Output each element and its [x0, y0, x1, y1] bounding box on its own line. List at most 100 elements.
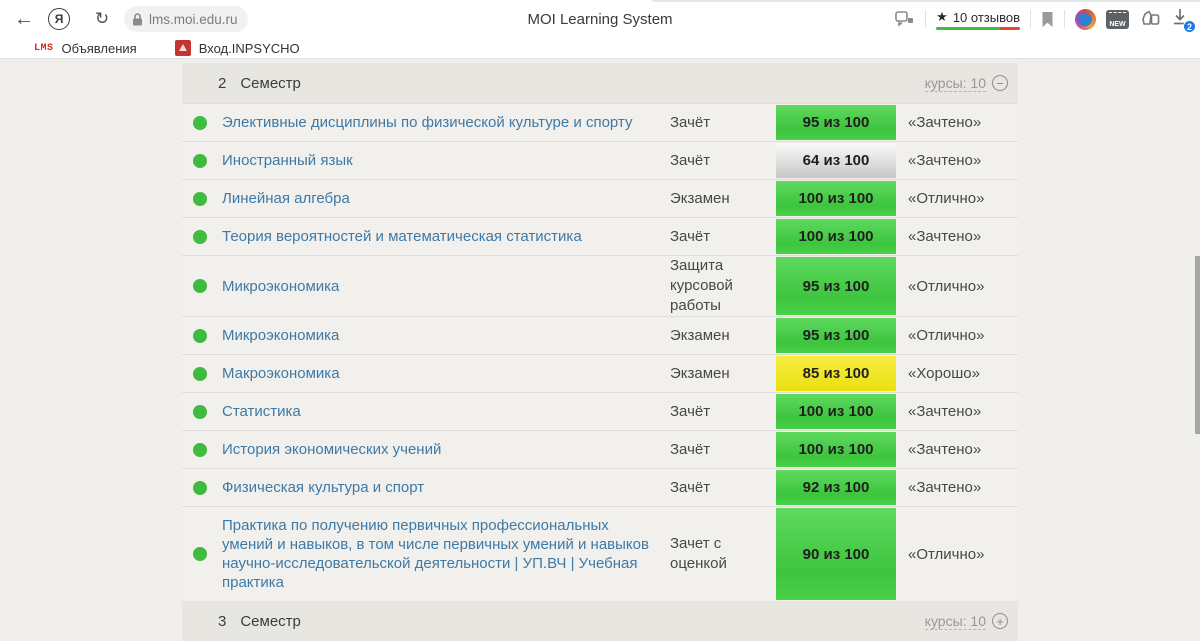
bookmarks-bar: LMS Объявления Вход.INPSYCHO [0, 38, 1200, 59]
assessment-type: Зачёт [670, 402, 776, 422]
browser-toolbar: ← Я ↻ lms.moi.edu.ru MOI Learning System… [0, 0, 1200, 38]
status-dot [193, 329, 207, 343]
bookmark-icon[interactable] [1041, 11, 1054, 28]
assessment-type: Экзамен [670, 189, 776, 209]
reviews-count: 10 отзывов [953, 10, 1020, 25]
semester-title: Семестр [240, 75, 301, 92]
new-badge-text: NEW [1109, 20, 1125, 29]
toolbar-right-icons: ★ 10 отзывов NEW 2 [895, 0, 1192, 38]
semester-number: 3 [218, 613, 226, 630]
inpsycho-favicon [175, 40, 191, 56]
table-row: Элективные дисциплины по физической куль… [182, 103, 1018, 141]
table-row: Статистика Зачёт 100 из 100 «Зачтено» [182, 392, 1018, 430]
assessment-type: Зачёт [670, 151, 776, 171]
table-row: Линейная алгебра Экзамен 100 из 100 «Отл… [182, 179, 1018, 217]
course-link[interactable]: Статистика [222, 393, 670, 430]
protect-icon[interactable] [895, 11, 915, 28]
grades-table: 2 Семестр курсы: 10 − Элективные дисципл… [182, 63, 1018, 641]
assessment-type: Защита курсовой работы [670, 256, 776, 316]
score-badge: 95 из 100 [776, 318, 896, 353]
assessment-type: Экзамен [670, 326, 776, 346]
extension-colorful-icon[interactable] [1075, 9, 1096, 30]
status-dot [193, 154, 207, 168]
courses-count-link[interactable]: курсы: 10 [925, 613, 986, 630]
assessment-type: Зачёт [670, 478, 776, 498]
course-link[interactable]: Микроэкономика [222, 317, 670, 354]
grade-text: «Отлично» [896, 278, 1018, 295]
grade-text: «Зачтено» [896, 403, 1018, 420]
score-badge: 100 из 100 [776, 432, 896, 467]
table-row: Теория вероятностей и математическая ста… [182, 217, 1018, 255]
bookmark-label: Объявления [62, 41, 137, 56]
grade-text: «Зачтено» [896, 441, 1018, 458]
reviews-rating-bar [936, 27, 1020, 30]
yandex-home-icon[interactable]: Я [48, 8, 70, 30]
assessment-type: Зачёт [670, 227, 776, 247]
lms-favicon: LMS [34, 43, 54, 54]
separator [1064, 10, 1065, 28]
grade-text: «Отлично» [896, 546, 1018, 563]
score-badge: 85 из 100 [776, 356, 896, 391]
assessment-type: Зачёт [670, 440, 776, 460]
bookmark-label: Вход.INPSYCHO [199, 41, 300, 56]
course-link[interactable]: История экономических учений [222, 431, 670, 468]
score-badge: 90 из 100 [776, 508, 896, 600]
courses-count-link[interactable]: курсы: 10 [925, 75, 986, 92]
status-dot [193, 279, 207, 293]
address-bar[interactable]: lms.moi.edu.ru [124, 6, 248, 32]
reviews-button[interactable]: ★ 10 отзывов [936, 9, 1020, 29]
separator [925, 10, 926, 28]
semester-3-header: 3 Семестр курсы: 10 + [182, 601, 1018, 641]
lock-icon [132, 13, 143, 26]
dotted-frame [1109, 12, 1126, 16]
score-badge: 92 из 100 [776, 470, 896, 505]
star-icon: ★ [936, 9, 948, 25]
course-link[interactable]: Физическая культура и спорт [222, 469, 670, 506]
table-row: Микроэкономика Защита курсовой работы 95… [182, 255, 1018, 316]
browser-chrome: ← Я ↻ lms.moi.edu.ru MOI Learning System… [0, 0, 1200, 59]
score-badge: 95 из 100 [776, 105, 896, 140]
table-row: Иностранный язык Зачёт 64 из 100 «Зачтен… [182, 141, 1018, 179]
assessment-type: Экзамен [670, 364, 776, 384]
grade-text: «Зачтено» [896, 114, 1018, 131]
score-badge: 64 из 100 [776, 143, 896, 178]
page-content: 2 Семестр курсы: 10 − Элективные дисципл… [0, 63, 1200, 613]
table-row: Практика по получению первичных професси… [182, 506, 1018, 601]
status-dot [193, 116, 207, 130]
status-dot [193, 367, 207, 381]
grade-text: «Зачтено» [896, 152, 1018, 169]
course-link[interactable]: Практика по получению первичных професси… [222, 507, 670, 601]
downloads-count-badge: 2 [1183, 20, 1196, 33]
score-badge: 100 из 100 [776, 219, 896, 254]
course-link[interactable]: Микроэкономика [222, 268, 670, 305]
bookmark-item-inpsycho[interactable]: Вход.INPSYCHO [175, 40, 300, 56]
semester-title: Семестр [240, 613, 301, 630]
bookmark-item-announcements[interactable]: LMS Объявления [34, 41, 137, 56]
refresh-icon[interactable]: ↻ [90, 9, 114, 29]
screenshot-new-icon[interactable]: NEW [1106, 10, 1129, 29]
grade-text: «Хорошо» [896, 365, 1018, 382]
back-button[interactable]: ← [10, 8, 38, 31]
semester-number: 2 [218, 75, 226, 92]
course-link[interactable]: Элективные дисциплины по физической куль… [222, 104, 670, 141]
collapse-semester-button[interactable]: − [992, 75, 1008, 91]
course-link[interactable]: Теория вероятностей и математическая ста… [222, 218, 670, 255]
downloads-icon[interactable]: 2 [1170, 7, 1192, 31]
table-row: История экономических учений Зачёт 100 и… [182, 430, 1018, 468]
course-link[interactable]: Линейная алгебра [222, 180, 670, 217]
table-row: Макроэкономика Экзамен 85 из 100 «Хорошо… [182, 354, 1018, 392]
expand-semester-button[interactable]: + [992, 613, 1008, 629]
extensions-icon[interactable] [1139, 10, 1160, 28]
table-row: Физическая культура и спорт Зачёт 92 из … [182, 468, 1018, 506]
course-link[interactable]: Иностранный язык [222, 142, 670, 179]
grade-text: «Зачтено» [896, 479, 1018, 496]
status-dot [193, 192, 207, 206]
status-dot [193, 481, 207, 495]
semester-2-header: 2 Семестр курсы: 10 − [182, 63, 1018, 103]
score-badge: 100 из 100 [776, 394, 896, 429]
scrollbar-thumb[interactable] [1195, 256, 1200, 434]
course-link[interactable]: Макроэкономика [222, 355, 670, 392]
grade-text: «Зачтено» [896, 228, 1018, 245]
separator [1030, 10, 1031, 28]
status-dot [193, 547, 207, 561]
